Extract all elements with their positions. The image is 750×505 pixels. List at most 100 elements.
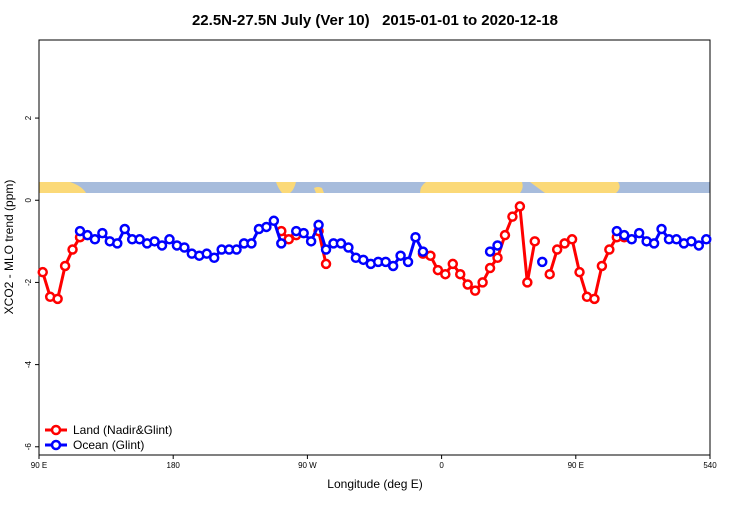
data-point	[335, 238, 347, 249]
data-point	[499, 229, 511, 241]
data-point	[522, 277, 533, 288]
land-band	[276, 182, 296, 193]
data-point	[484, 246, 496, 257]
data-point	[477, 277, 488, 288]
land-mask-strip	[39, 182, 710, 193]
data-point	[693, 240, 705, 251]
data-point	[52, 293, 63, 305]
y-axis-label: XCO2 - MLO trend (ppm)	[2, 180, 16, 315]
data-point	[440, 268, 451, 280]
data-point	[447, 258, 459, 270]
data-point	[529, 236, 541, 247]
legend-marker	[50, 439, 62, 451]
land-band	[420, 182, 523, 193]
data-point	[149, 236, 160, 247]
data-point	[701, 234, 712, 245]
data-point	[633, 227, 645, 239]
data-point	[596, 260, 608, 272]
data-point	[283, 234, 295, 245]
data-point	[484, 262, 496, 274]
data-point	[59, 260, 71, 272]
data-point	[67, 244, 78, 255]
data-point	[410, 231, 421, 243]
data-point	[671, 234, 682, 245]
data-point	[97, 227, 108, 239]
land-band	[314, 187, 324, 193]
data-point	[514, 201, 526, 212]
y-tick-label: -2	[24, 278, 33, 286]
data-point	[589, 293, 600, 305]
data-point	[611, 225, 623, 237]
data-point	[358, 254, 369, 266]
series-line	[41, 202, 625, 301]
data-point	[544, 268, 555, 280]
data-point	[82, 229, 93, 241]
data-point	[343, 242, 354, 253]
data-point	[134, 234, 145, 245]
data-point	[261, 221, 272, 233]
data-point	[574, 266, 585, 278]
x-tick-label: 180	[167, 461, 181, 470]
data-point	[164, 234, 175, 245]
legend-label: Land (Nadir&Glint)	[73, 423, 172, 437]
data-point	[656, 223, 667, 235]
data-point	[313, 219, 324, 231]
plot-frame	[38, 39, 711, 456]
data-point	[320, 258, 332, 270]
data-point	[462, 279, 473, 290]
data-point	[201, 248, 212, 259]
data-point	[648, 238, 660, 249]
data-point	[559, 238, 570, 249]
y-tick-label: -4	[24, 361, 33, 369]
data-point	[387, 260, 399, 272]
data-point	[231, 244, 242, 255]
chart-title: 22.5N-27.5N July (Ver 10) 2015-01-01 to …	[192, 12, 558, 29]
data-point	[492, 240, 503, 251]
data-point	[298, 227, 309, 239]
data-point	[537, 256, 548, 268]
data-point	[566, 234, 578, 245]
x-tick-label: 90 E	[568, 461, 584, 470]
x-tick-label: 540	[703, 461, 717, 470]
data-point	[551, 244, 563, 255]
data-point	[119, 223, 130, 235]
legend-label: Ocean (Glint)	[73, 438, 144, 452]
data-point	[432, 264, 444, 276]
land-band	[530, 182, 620, 193]
data-point	[74, 225, 86, 237]
ocean-band	[39, 182, 710, 193]
y-tick-label: 2	[24, 115, 33, 120]
data-point	[276, 238, 287, 249]
data-point	[626, 234, 637, 245]
y-tick-label: 0	[24, 197, 33, 202]
data-point	[320, 244, 332, 255]
x-tick-label: 90 E	[31, 461, 47, 470]
x-tick-label: 0	[439, 461, 444, 470]
data-point	[268, 215, 280, 227]
data-point	[619, 229, 630, 241]
data-point	[380, 256, 391, 268]
data-point	[112, 238, 123, 249]
x-axis-label: Longitude (deg E)	[327, 477, 422, 491]
data-point	[208, 252, 220, 264]
land-band	[39, 182, 86, 193]
y-tick-label: -6	[24, 443, 33, 451]
data-point	[305, 236, 317, 247]
data-point	[492, 252, 503, 264]
data-point	[417, 246, 429, 257]
data-point	[425, 250, 436, 261]
data-point	[454, 268, 466, 280]
legend-marker	[50, 424, 62, 436]
data-point	[402, 256, 414, 268]
data-point	[686, 236, 697, 247]
data-point	[395, 250, 406, 261]
data-point	[507, 211, 518, 222]
data-point	[37, 266, 48, 278]
data-point	[156, 240, 168, 251]
data-point	[89, 234, 101, 245]
data-point	[179, 242, 190, 253]
data-point	[469, 285, 481, 296]
x-tick-label: 90 W	[298, 461, 317, 470]
data-point	[246, 238, 257, 249]
